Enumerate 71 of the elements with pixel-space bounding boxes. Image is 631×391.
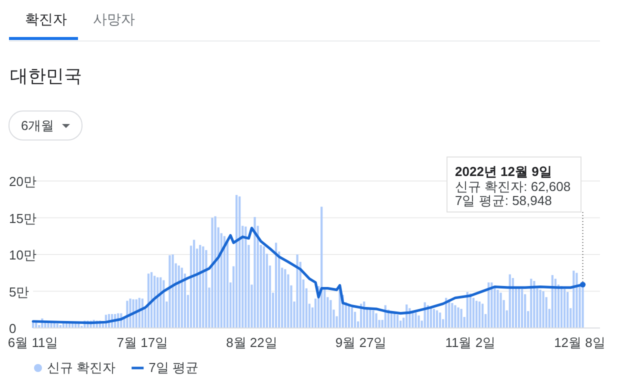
bar	[436, 310, 438, 328]
bar	[274, 242, 278, 328]
bar	[254, 217, 256, 328]
annotation: 7일 평균: 58,948	[455, 193, 552, 208]
bar	[451, 303, 454, 328]
bar	[481, 304, 484, 328]
bar	[320, 206, 323, 328]
text: 사망자	[93, 11, 135, 27]
text: 6개월	[21, 118, 54, 133]
bar	[478, 302, 481, 328]
x-tick-label: 11월 2일	[445, 335, 496, 350]
chart-title: 대한민국	[10, 66, 82, 86]
bar	[372, 310, 374, 328]
y-tick-label: 10만	[9, 248, 36, 262]
x-tick-label: 8월 22일	[226, 335, 278, 350]
y-tick-label: 20만	[9, 174, 36, 189]
bar	[454, 305, 456, 328]
bar	[199, 244, 202, 328]
bar	[132, 299, 134, 328]
text: 확진자	[25, 11, 67, 27]
text: 2022년 12월 9일	[455, 164, 552, 179]
bar	[284, 269, 286, 328]
bar	[235, 194, 238, 328]
bar	[330, 300, 332, 328]
bar	[202, 246, 204, 328]
bar	[168, 255, 171, 328]
bar	[172, 254, 174, 328]
bar	[472, 298, 475, 328]
bar	[211, 218, 214, 328]
bar	[496, 290, 499, 328]
bar	[262, 246, 265, 328]
bar	[192, 240, 196, 328]
bar	[563, 289, 566, 328]
x-tick-label: 12월 8일	[554, 335, 606, 350]
bar	[205, 250, 208, 328]
x-tick-label: 7월 17일	[116, 335, 168, 350]
bar	[126, 300, 128, 328]
y-tick-label: 5만	[9, 284, 30, 300]
bar	[412, 312, 414, 328]
bar	[296, 254, 298, 328]
bar	[226, 240, 229, 328]
bar	[475, 300, 478, 328]
bar	[418, 316, 420, 328]
y-tick-label: 0	[9, 321, 16, 336]
bar	[244, 226, 247, 328]
bar	[238, 196, 241, 328]
bar	[542, 291, 544, 328]
legend-label: 신규 확진자	[47, 360, 116, 375]
legend-label: 7일 평균	[148, 360, 198, 375]
bar	[539, 290, 542, 328]
bar	[438, 312, 442, 328]
bar	[520, 289, 524, 328]
y-tick-label: 15만	[9, 210, 36, 226]
bar	[414, 312, 417, 328]
bar	[350, 307, 354, 328]
bar	[566, 292, 569, 328]
annotation: 신규 확진자: 62,608	[455, 179, 571, 194]
legend-item: 7일 평균	[132, 360, 198, 375]
bar	[354, 312, 356, 328]
bar	[576, 272, 578, 328]
legend-item: 신규 확진자	[34, 360, 116, 375]
x-tick-label: 6월 11일	[8, 335, 58, 350]
bar	[129, 298, 132, 328]
bar	[375, 313, 378, 328]
bar	[518, 288, 520, 328]
bar	[457, 307, 460, 328]
bar	[432, 308, 436, 328]
bar	[500, 292, 502, 328]
bar	[214, 216, 216, 328]
bar	[460, 308, 462, 328]
x-tick-label: 9월 27일	[335, 335, 387, 350]
